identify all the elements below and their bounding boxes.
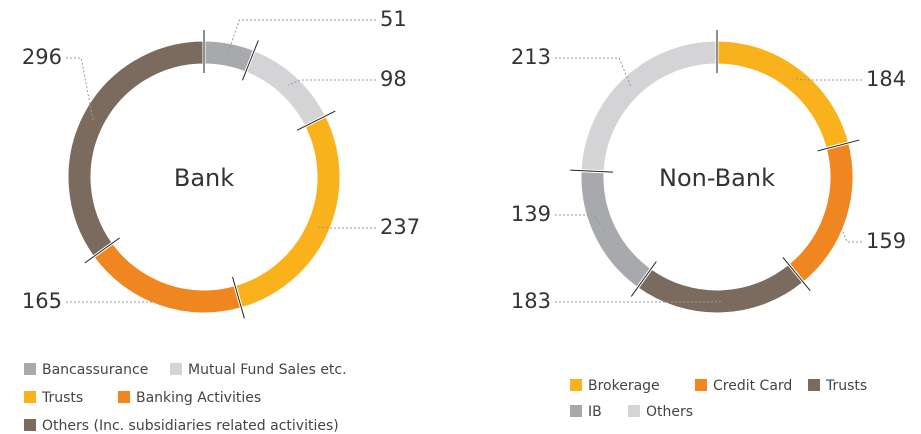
separator xyxy=(630,261,657,297)
data-label: 165 xyxy=(22,289,62,313)
data-label: 296 xyxy=(22,45,62,69)
legend-label: Others (Inc. subsidiaries related activi… xyxy=(42,418,339,434)
separator xyxy=(570,169,614,173)
separator xyxy=(817,139,860,152)
leader-line xyxy=(555,57,632,88)
legend-label: Brokerage xyxy=(588,378,660,394)
legend-label: IB xyxy=(588,404,602,420)
legend-swatch xyxy=(570,405,582,417)
legend-swatch xyxy=(24,363,36,375)
legend-swatch xyxy=(695,379,707,391)
separator xyxy=(782,257,811,291)
chart-title: Non-Bank xyxy=(659,164,775,192)
leader-line xyxy=(317,226,376,229)
data-label: 139 xyxy=(511,202,551,226)
chart-title: Bank xyxy=(174,164,234,192)
leader-line xyxy=(287,79,376,86)
donut-segment xyxy=(232,113,343,311)
donut-segment xyxy=(785,140,856,286)
legend-label: Banking Activities xyxy=(136,390,261,406)
legend-swatch xyxy=(570,379,582,391)
legend-label: Trusts xyxy=(41,390,83,406)
legend-label: Trusts xyxy=(825,378,867,394)
legend-label: Bancassurance xyxy=(42,362,148,378)
separator xyxy=(241,40,259,81)
donut-segment xyxy=(90,240,244,316)
legend-label: Mutual Fund Sales etc. xyxy=(188,362,347,378)
leader-line xyxy=(555,214,606,232)
data-label: 237 xyxy=(380,215,420,239)
legend-label: Others xyxy=(646,404,693,420)
data-label: 51 xyxy=(380,7,407,31)
donut-segment xyxy=(243,47,329,129)
legend-swatch xyxy=(24,419,36,431)
leader-line xyxy=(555,300,722,303)
leader-line xyxy=(226,19,376,55)
separator xyxy=(232,276,245,319)
leader-line xyxy=(66,57,94,121)
donut-segment xyxy=(715,38,852,151)
data-label: 183 xyxy=(511,289,551,313)
legend-swatch xyxy=(118,391,130,403)
separator xyxy=(296,110,336,131)
data-label: 159 xyxy=(866,229,906,253)
legend-swatch xyxy=(24,391,36,403)
separator xyxy=(84,237,120,264)
legend-swatch xyxy=(628,405,640,417)
donut-segment xyxy=(635,261,806,316)
legend-label: Credit Card xyxy=(713,378,792,394)
leader-line xyxy=(834,215,862,243)
data-label: 213 xyxy=(511,45,551,69)
leader-line xyxy=(793,78,862,81)
legend-swatch xyxy=(170,363,182,375)
donut-segment xyxy=(65,38,206,260)
donut-segment xyxy=(578,169,654,291)
leader-line xyxy=(66,294,164,303)
data-label: 98 xyxy=(380,67,407,91)
legend-swatch xyxy=(808,379,820,391)
data-label: 184 xyxy=(866,67,906,91)
donut-segment xyxy=(578,38,719,174)
